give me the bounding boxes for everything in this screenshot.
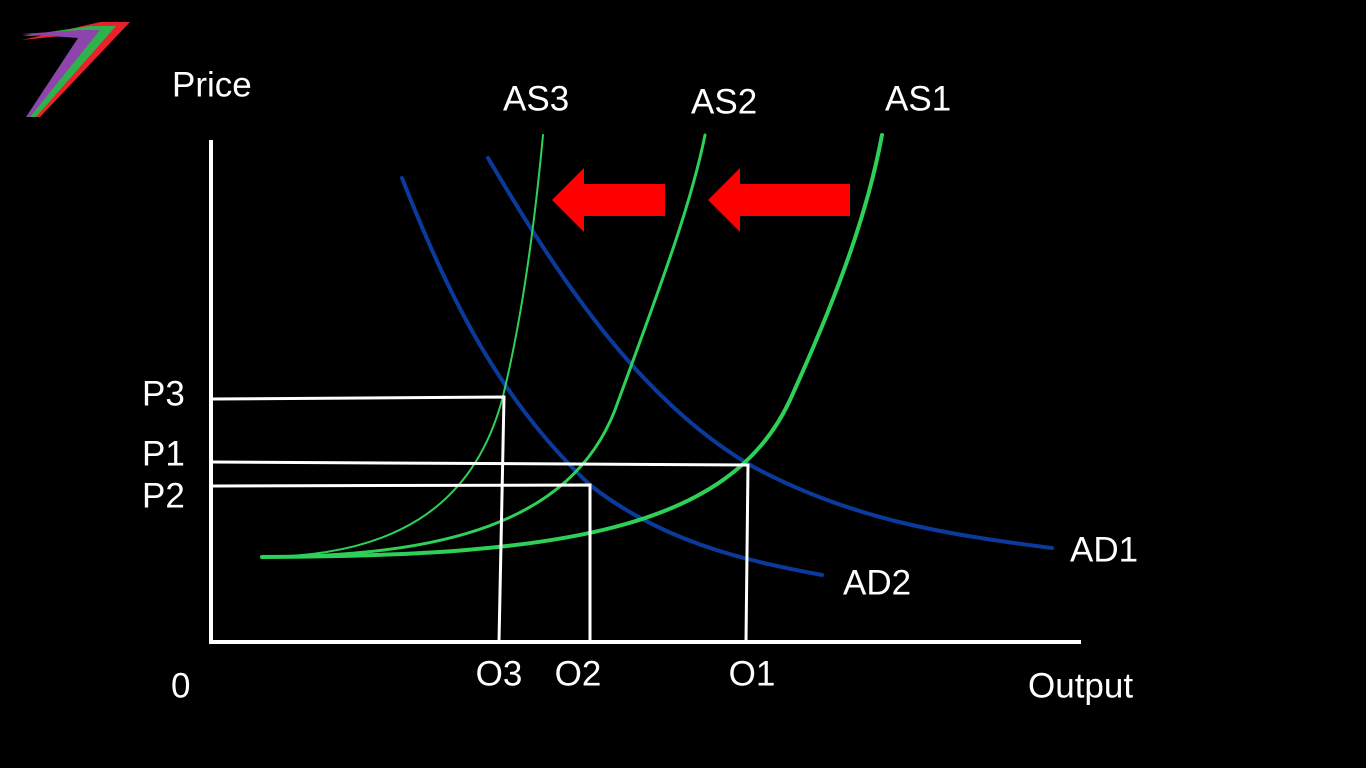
- axes: [209, 140, 1081, 644]
- ad1-label: AD1: [1070, 530, 1138, 569]
- curves: [260, 133, 1054, 577]
- logo: [22, 22, 130, 117]
- y-axis-label: Price: [172, 65, 252, 104]
- arrow-left: [552, 168, 665, 232]
- arrow-right: [708, 168, 850, 232]
- ad1-curve: [486, 156, 1054, 550]
- shift-arrows: [552, 168, 850, 232]
- output-label: O2: [555, 654, 602, 693]
- as3-curve: [261, 134, 544, 558]
- price-label: P1: [142, 434, 185, 473]
- as3-label: AS3: [503, 79, 569, 118]
- p1-o1-guide: [211, 460, 750, 643]
- p2-o2-guide: [211, 483, 592, 642]
- price-label: P2: [142, 476, 185, 515]
- origin-label: 0: [171, 666, 190, 705]
- ad2-label: AD2: [843, 563, 911, 602]
- logo-purple: [22, 30, 100, 117]
- price-label: P3: [142, 374, 185, 413]
- as1-label: AS1: [885, 79, 951, 118]
- p3-o3-guide: [211, 395, 506, 643]
- output-label: O1: [729, 654, 776, 693]
- as1-curve: [260, 133, 884, 559]
- as2-curve: [260, 133, 707, 559]
- guides: [211, 395, 750, 643]
- output-label: O3: [476, 654, 523, 693]
- x-axis-label: Output: [1028, 666, 1133, 705]
- as2-label: AS2: [691, 82, 757, 121]
